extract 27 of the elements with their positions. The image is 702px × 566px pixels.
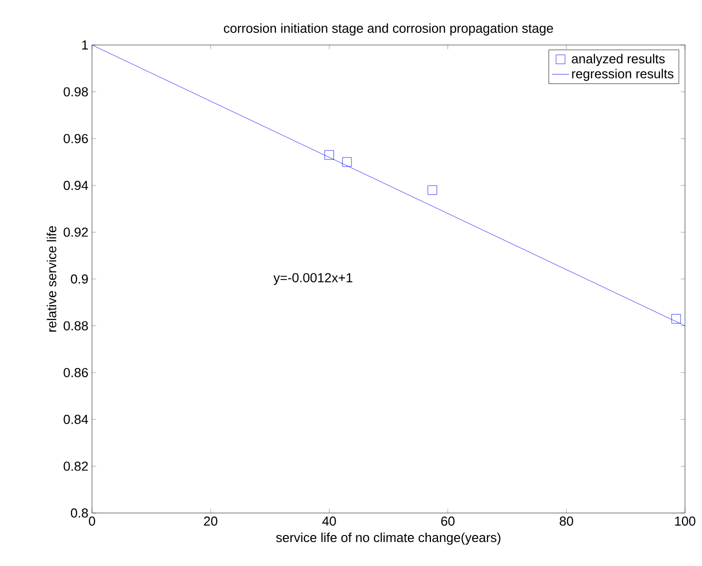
y-tick-label: 0.86 <box>64 368 88 378</box>
chart-title: corrosion initiation stage and corrosion propagation stage <box>224 23 553 36</box>
y-tick-label: 0.82 <box>64 462 88 471</box>
point <box>342 157 352 167</box>
y-tick-label: 0.9 <box>70 274 88 284</box>
y-tick-label: 1 <box>82 40 88 50</box>
y-tick-label: 0.94 <box>64 180 88 190</box>
y-tick-label: 0.98 <box>64 87 88 96</box>
legend-label: regression results <box>572 68 674 81</box>
x-tick-label: 100 <box>675 516 696 526</box>
x-tick-label: 80 <box>560 516 574 526</box>
annotation: y=-0.0012x+1 <box>273 273 352 285</box>
y-tick-label: 0.8 <box>70 508 88 518</box>
y-tick-label: 0.84 <box>64 414 88 424</box>
y-tick-label: 0.96 <box>64 134 88 144</box>
point <box>671 314 681 324</box>
x-tick-label: 0 <box>88 516 96 526</box>
x-tick-label: 40 <box>322 516 336 526</box>
legend-label: analyzed results <box>572 54 665 66</box>
point <box>324 150 334 160</box>
y-axis-title: relative service life <box>46 226 56 332</box>
x-tick-label: 60 <box>441 516 455 526</box>
y-tick-label: 0.92 <box>64 228 88 237</box>
point <box>428 185 438 195</box>
x-axis-title: service life of no climate change(years) <box>276 532 500 545</box>
x-tick-label: 20 <box>204 516 218 526</box>
y-tick-label: 0.88 <box>64 321 88 330</box>
